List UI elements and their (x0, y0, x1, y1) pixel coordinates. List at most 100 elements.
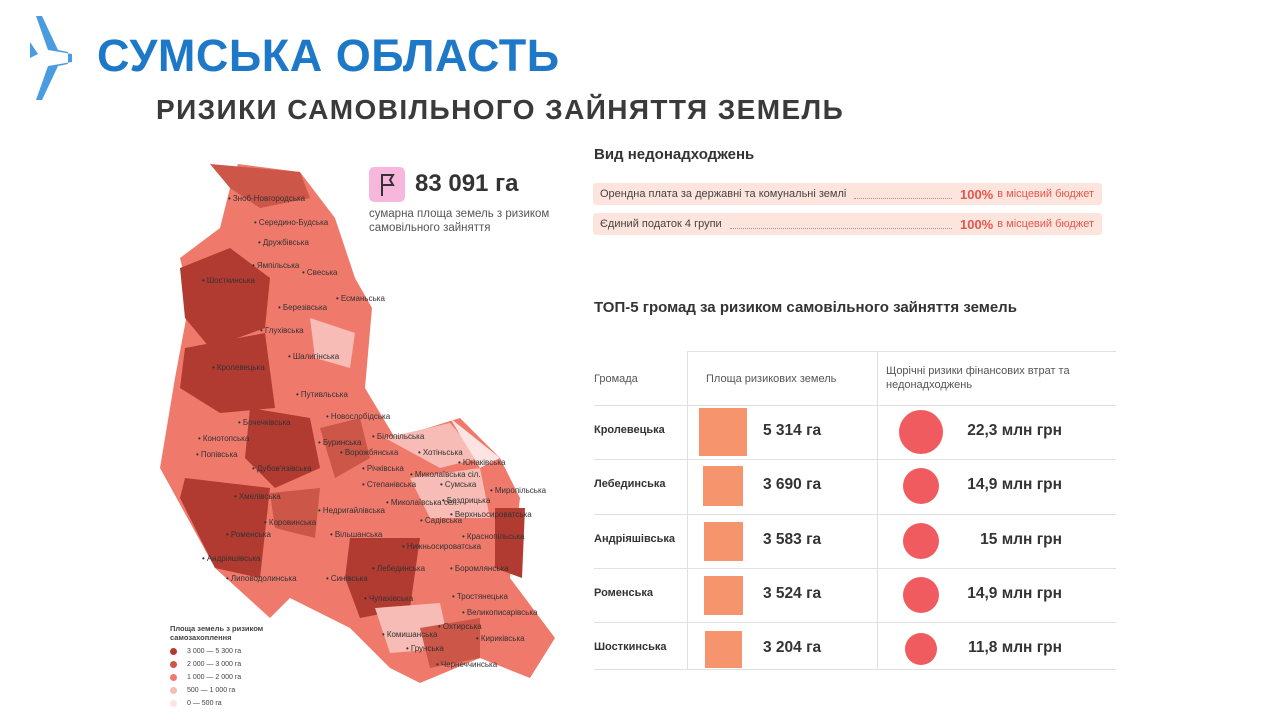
map-community-label: Чупахівська (364, 594, 413, 603)
legend-label: 0 — 500 га (187, 700, 222, 707)
legend-swatch (170, 648, 177, 655)
area-square-mark (699, 408, 747, 456)
map-community-label: Вільшанська (330, 530, 383, 539)
area-square-mark (704, 630, 742, 668)
revenue-title: Вид недонадходжень (594, 146, 755, 163)
map-community-label: Недригайлівська (318, 506, 385, 515)
area-value: 5 314 га (763, 422, 822, 439)
revenue-percent: 100% (959, 186, 994, 202)
map-community-label: Миколаївська сел. (386, 498, 459, 507)
map-community-label: Сумська (440, 480, 476, 489)
map-community-label: Андріяшівська (202, 554, 261, 563)
map-community-label: Конотопська (198, 434, 249, 443)
legend-label: 1 000 — 2 000 га (187, 674, 242, 681)
legend-swatch (170, 687, 177, 694)
map-community-label: Дубов'язівська (252, 464, 312, 473)
map-community-label: Степанівська (362, 480, 416, 489)
col-header-risk: Щорічні ризики фінансових втрат та недон… (886, 365, 1070, 391)
table-row-divider (594, 459, 1116, 460)
plane-logo-icon (30, 16, 72, 100)
col-header-community: Громада (594, 373, 638, 385)
area-value: 3 204 га (763, 639, 822, 656)
revenue-percent: 100% (959, 216, 994, 232)
table-row-divider (594, 669, 1116, 670)
community-name: Роменська (594, 587, 654, 599)
legend-item: 3 000 — 5 300 га (170, 648, 270, 655)
map-community-label: Синівська (326, 574, 368, 583)
map-community-label: Миропільська (490, 486, 546, 495)
map-community-label: Попівська (196, 450, 238, 459)
revenue-row: Орендна плата за державні та комунальні … (593, 183, 1102, 205)
map-community-label: Юнаківська (458, 458, 506, 467)
table-header-divider (687, 351, 1116, 352)
map-community-label: Есманьська (336, 294, 385, 303)
map-community-label: Садівська (420, 516, 462, 525)
map-community-label: Чернеччинська (436, 660, 497, 669)
community-name: Кролевецька (594, 424, 665, 436)
table-row-divider (594, 568, 1116, 569)
page-subtitle: РИЗИКИ САМОВІЛЬНОГО ЗАЙНЯТТЯ ЗЕМЕЛЬ (156, 94, 845, 125)
revenue-label: Єдиний податок 4 групи (600, 218, 722, 230)
legend-item: 500 — 1 000 га (170, 687, 270, 694)
legend-swatch (170, 700, 177, 707)
legend-item: 1 000 — 2 000 га (170, 674, 270, 681)
map-community-label: Путивльська (296, 390, 348, 399)
col-header-area: Площа ризикових земель (706, 373, 837, 385)
legend-item: 2 000 — 3 000 га (170, 661, 270, 668)
risk-circle-mark (903, 468, 939, 504)
map-community-label: Бочечківська (238, 418, 291, 427)
map-community-label: Верхньосироватська (450, 510, 532, 519)
map-community-label: Дружбівська (258, 238, 309, 247)
area-square-mark (703, 521, 743, 561)
map-community-label: Березівська (278, 303, 327, 312)
area-value: 3 583 га (763, 531, 822, 548)
total-area-description: сумарна площа земель з ризиком самовільн… (369, 208, 550, 234)
revenue-row: Єдиний податок 4 групи 100% в місцевий бюд… (593, 213, 1102, 235)
map-community-label: Буринська (318, 438, 362, 447)
map-community-label: Лебединська (372, 564, 425, 573)
table-divider (687, 351, 688, 669)
map-community-label: Новослобідська (326, 412, 390, 421)
revenue-destination: в місцевий бюджет (997, 188, 1094, 200)
map-community-label: Комишанська (382, 630, 438, 639)
table-row-divider (594, 514, 1116, 515)
community-name: Андріяшівська (594, 533, 675, 545)
legend-item: 0 — 500 га (170, 700, 270, 707)
map-community-label: Глухівська (260, 326, 304, 335)
legend-label: 2 000 — 3 000 га (187, 661, 242, 668)
map-community-label: Великописарівська (462, 608, 538, 617)
top5-title: ТОП-5 громад за ризиком самовільного зай… (594, 299, 1017, 316)
risk-circle-mark (899, 410, 943, 454)
revenue-destination: в місцевий бюджет (997, 218, 1094, 230)
area-value: 3 690 га (763, 476, 822, 493)
revenue-label: Орендна плата за державні та комунальні … (600, 188, 847, 200)
map-community-label: Боромлянська (450, 564, 509, 573)
map-community-label: Хмелівська (234, 492, 281, 501)
map-community-label: Охтирська (438, 622, 482, 631)
map-community-label: Грунська (406, 644, 444, 653)
area-square-mark (703, 575, 743, 615)
map-community-label: Бездрицька (442, 496, 490, 505)
risk-value: 14,9 млн грн (967, 476, 1062, 493)
map-legend: Площа земель з ризиком самозахоплення 3 … (170, 624, 270, 707)
risk-value: 15 млн грн (980, 531, 1062, 548)
map-community-label: Свеська (302, 268, 338, 277)
map-community-label: Зноб-Новгородська (228, 194, 305, 203)
map-community-label: Шосткинська (202, 276, 255, 285)
risk-value: 11,8 млн грн (968, 639, 1062, 656)
table-row-divider (594, 405, 1116, 406)
revenue-leader-dots (854, 190, 952, 199)
map-community-label: Шалигінська (288, 352, 339, 361)
table-divider (877, 351, 878, 669)
table-row-divider (594, 622, 1116, 623)
risk-value: 22,3 млн грн (967, 422, 1062, 439)
page-title: СУМСЬКА ОБЛАСТЬ (97, 30, 560, 81)
map-community-label: Нижньосироватська (402, 542, 481, 551)
map-community-label: Кириківська (476, 634, 525, 643)
region-map: Зноб-Новгородська Середино-Будська Дружбів… (150, 158, 570, 688)
legend-label: 500 — 1 000 га (187, 687, 236, 694)
community-name: Шосткинська (594, 641, 667, 653)
area-value: 3 524 га (763, 585, 822, 602)
risk-circle-mark (903, 577, 939, 613)
community-name: Лебединська (594, 478, 666, 490)
